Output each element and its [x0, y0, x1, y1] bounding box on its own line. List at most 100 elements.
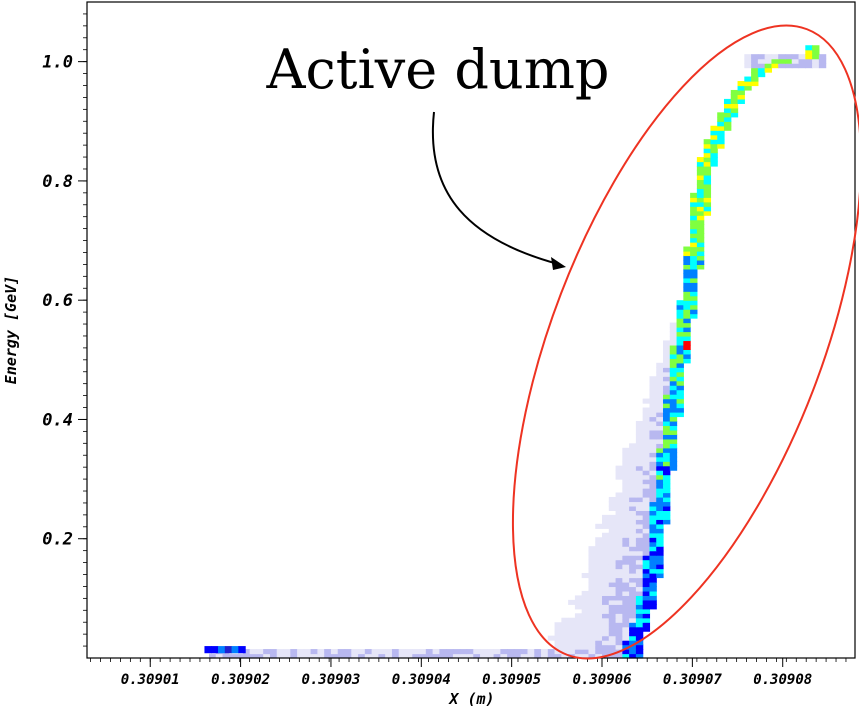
- heatmap-cell: [635, 550, 644, 556]
- heatmap-cell: [608, 546, 617, 552]
- heatmap-cell: [723, 112, 732, 118]
- heatmap-cell: [690, 206, 698, 212]
- heatmap-cell: [276, 649, 285, 655]
- heatmap-cell: [669, 371, 678, 377]
- heatmap-cell: [615, 595, 623, 601]
- heatmap-cell: [649, 537, 657, 543]
- heatmap-cell: [690, 210, 698, 216]
- heatmap-cell: [595, 608, 603, 614]
- heatmap-cell: [595, 537, 603, 543]
- heatmap-cell: [635, 514, 644, 520]
- heatmap-cell: [669, 349, 678, 355]
- heatmap-cell: [791, 63, 800, 69]
- heatmap-cell: [459, 649, 468, 655]
- heatmap-cell: [602, 622, 610, 628]
- heatmap-cell: [656, 564, 664, 570]
- heatmap-cell: [683, 309, 691, 315]
- heatmap-cell: [629, 505, 637, 511]
- heatmap-cell: [642, 483, 651, 489]
- heatmap-cell: [656, 492, 664, 498]
- heatmap-cell: [622, 523, 630, 529]
- heatmap-cell: [629, 546, 637, 552]
- heatmap-cell: [581, 608, 590, 614]
- heatmap-cell: [595, 590, 603, 596]
- heatmap-cell: [615, 470, 623, 476]
- heatmap-cell: [629, 604, 637, 610]
- heatmap-cell: [635, 635, 644, 641]
- heatmap-cell: [595, 573, 603, 579]
- heatmap-cell: [649, 461, 657, 467]
- heatmap-cell: [778, 54, 786, 60]
- heatmap-cell: [622, 496, 630, 503]
- heatmap-cell: [622, 586, 630, 592]
- heatmap-cell: [730, 94, 739, 100]
- heatmap-cell: [696, 197, 705, 203]
- heatmap-cell: [297, 653, 305, 659]
- heatmap-cell: [629, 586, 637, 592]
- heatmap-cell: [751, 58, 759, 64]
- heatmap-cell: [696, 255, 705, 261]
- heatmap-cell: [710, 148, 718, 154]
- heatmap-cell: [642, 465, 651, 471]
- heatmap-cell: [764, 54, 773, 60]
- heatmap-cell: [663, 349, 671, 355]
- heatmap-cell: [602, 532, 610, 538]
- heatmap-cell: [622, 546, 630, 552]
- heatmap-cell: [663, 429, 671, 435]
- heatmap-cell: [757, 63, 766, 69]
- heatmap-cell: [568, 599, 576, 605]
- heatmap-cell: [574, 631, 583, 637]
- heatmap-cell: [656, 420, 664, 427]
- heatmap-cell: [615, 541, 623, 547]
- heatmap-cell: [622, 532, 630, 538]
- heatmap-cell: [608, 644, 617, 650]
- heatmap-cell: [703, 161, 712, 167]
- heatmap-cell: [602, 626, 610, 632]
- heatmap-cell: [283, 649, 291, 655]
- heatmap-cell: [635, 420, 644, 427]
- heatmap-cell: [622, 447, 630, 453]
- heatmap-cell: [635, 438, 644, 444]
- heatmap-cell: [608, 635, 617, 641]
- heatmap-cell: [649, 573, 657, 579]
- heatmap-cell: [588, 613, 596, 619]
- heatmap-cell: [608, 501, 617, 507]
- heatmap-cell: [676, 412, 684, 418]
- heatmap-cell: [737, 85, 745, 91]
- heatmap-cell: [547, 649, 556, 655]
- heatmap-cell: [602, 555, 610, 561]
- heatmap-cell: [615, 523, 623, 529]
- heatmap-cell: [690, 277, 698, 283]
- heatmap-cell: [642, 425, 651, 431]
- heatmap-cell: [256, 649, 264, 655]
- heatmap-cell: [629, 653, 637, 659]
- heatmap-cell: [222, 653, 230, 659]
- heatmap-cell: [649, 501, 657, 507]
- heatmap-cell: [683, 286, 691, 292]
- heatmap-cell: [703, 201, 712, 207]
- heatmap-cell: [757, 54, 766, 60]
- heatmap-cell: [608, 626, 617, 632]
- heatmap-cell: [595, 541, 603, 547]
- heatmap-cell: [676, 322, 684, 328]
- heatmap-cell: [622, 595, 630, 601]
- heatmap-cell: [730, 89, 739, 96]
- heatmap-cell: [663, 358, 671, 364]
- heatmap-cell: [656, 532, 664, 538]
- x-tick-label: 0.30906: [573, 672, 632, 688]
- heatmap-cell: [649, 483, 657, 489]
- heatmap-cell: [751, 63, 759, 69]
- heatmap-cell: [676, 389, 684, 395]
- heatmap-cell: [242, 653, 251, 659]
- heatmap-cell: [663, 438, 671, 444]
- heatmap-cell: [622, 541, 630, 547]
- heatmap-cell: [649, 496, 657, 503]
- heatmap-cell: [629, 514, 637, 520]
- heatmap-cell: [602, 586, 610, 592]
- heatmap-cell: [649, 447, 657, 453]
- heatmap-cell: [622, 599, 630, 605]
- heatmap-cell: [798, 58, 806, 64]
- heatmap-cell: [588, 622, 596, 628]
- heatmap-cell: [696, 219, 705, 225]
- y-tick-label: 0.8: [42, 172, 73, 192]
